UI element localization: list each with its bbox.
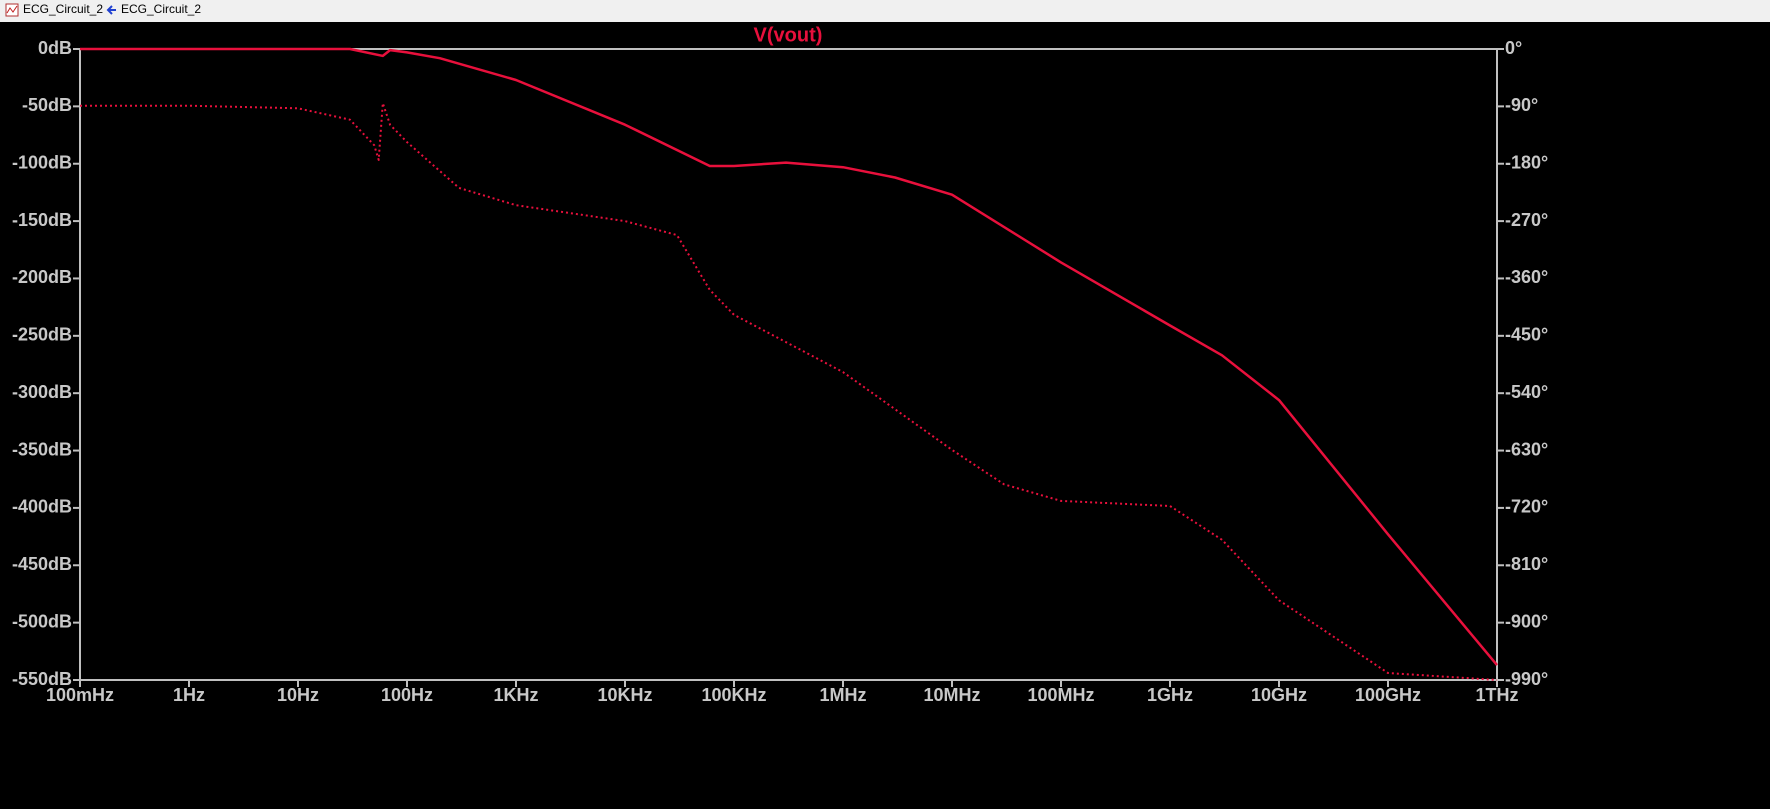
y2-tick-label: -900° xyxy=(1505,611,1548,631)
x-tick-label: 100Hz xyxy=(381,685,433,705)
y-tick-label: -100dB xyxy=(12,152,72,172)
y-tick-label: 0dB xyxy=(38,38,72,58)
x-tick-label: 100MHz xyxy=(1027,685,1094,705)
y-tick-label: -200dB xyxy=(12,267,72,287)
y-tick-label: -350dB xyxy=(12,439,72,459)
y-tick-label: -450dB xyxy=(12,554,72,574)
plot-frame xyxy=(79,48,1498,681)
x-tick-label: 1Hz xyxy=(173,685,205,705)
tab-icon xyxy=(6,5,18,14)
chart-title: V(vout) xyxy=(754,24,823,46)
x-tick-label: 100GHz xyxy=(1355,685,1421,705)
y-tick-label: -500dB xyxy=(12,611,72,631)
x-tick-label: 1KHz xyxy=(493,685,538,705)
tab-bar xyxy=(0,0,1770,22)
y2-tick-label: -180° xyxy=(1505,152,1548,172)
y2-tick-label: 0° xyxy=(1505,38,1522,58)
x-tick-label: 1THz xyxy=(1475,685,1518,705)
x-tick-label: 100KHz xyxy=(701,685,766,705)
tab-label[interactable]: ECG_Circuit_2 xyxy=(23,2,103,16)
y-tick-label: -50dB xyxy=(22,95,72,115)
y2-tick-label: -90° xyxy=(1505,95,1538,115)
tab-label[interactable]: ECG_Circuit_2 xyxy=(121,2,201,16)
y-tick-label: -150dB xyxy=(12,210,72,230)
x-tick-label: 10GHz xyxy=(1251,685,1307,705)
x-tick-label: 10MHz xyxy=(923,685,980,705)
y2-tick-label: -270° xyxy=(1505,210,1548,230)
y2-tick-label: -810° xyxy=(1505,554,1548,574)
x-tick-label: 10KHz xyxy=(597,685,652,705)
y-tick-label: -550dB xyxy=(12,669,72,689)
x-tick-label: 1MHz xyxy=(819,685,866,705)
y-tick-label: -300dB xyxy=(12,382,72,402)
y2-tick-label: -360° xyxy=(1505,267,1548,287)
y-tick-label: -400dB xyxy=(12,497,72,517)
series-line xyxy=(80,102,1498,681)
x-tick-label: 10Hz xyxy=(277,685,319,705)
y2-tick-label: -720° xyxy=(1505,497,1548,517)
series-line xyxy=(80,47,1498,666)
y2-tick-label: -990° xyxy=(1505,669,1548,689)
y2-tick-label: -450° xyxy=(1505,325,1548,345)
tab-icon xyxy=(106,5,116,15)
y2-tick-label: -630° xyxy=(1505,439,1548,459)
x-tick-label: 100mHz xyxy=(46,685,114,705)
y2-tick-label: -540° xyxy=(1505,382,1548,402)
y-tick-label: -250dB xyxy=(12,325,72,345)
x-tick-label: 1GHz xyxy=(1147,685,1193,705)
